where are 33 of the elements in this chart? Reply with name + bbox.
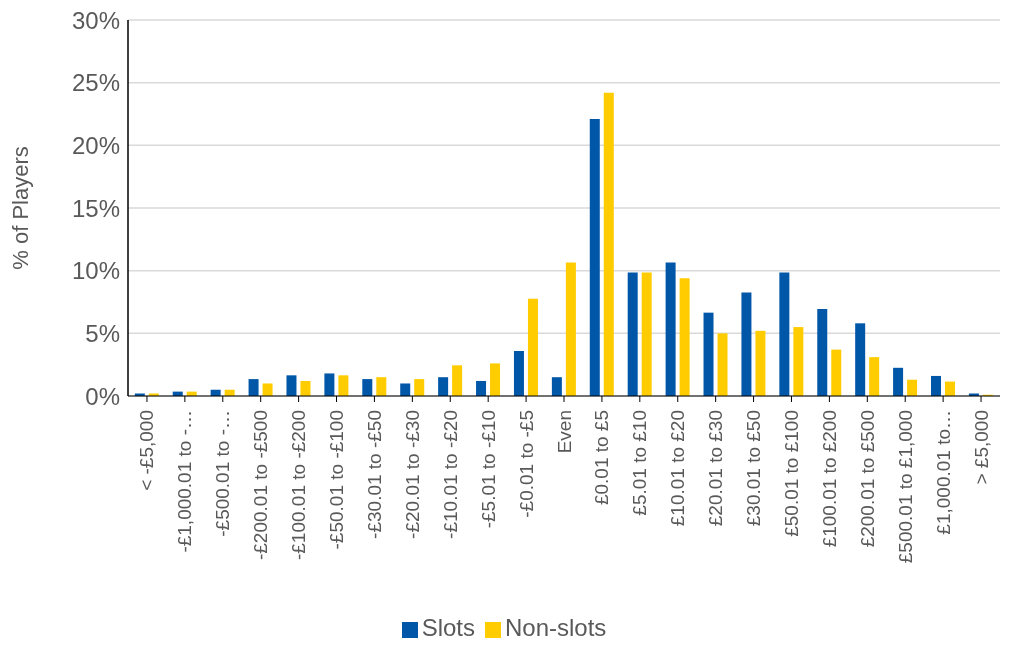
x-tick-label: -£10.01 to -£20 — [439, 410, 461, 539]
y-axis-title: % of Players — [7, 146, 33, 270]
x-tick-label: £200.01 to £500 — [856, 410, 878, 548]
x-tick-label: £5.01 to £10 — [629, 410, 651, 516]
x-tick-label: -£30.01 to -£50 — [363, 410, 385, 539]
x-tick-label: -£100.01 to -£200 — [288, 410, 310, 561]
x-tick-label: £20.01 to £30 — [705, 410, 727, 527]
x-tick-label: > £5,000 — [970, 410, 992, 485]
y-tick-label: 15% — [71, 194, 120, 222]
x-tick-label: £1,000.01 to… — [932, 410, 954, 535]
y-tick-label: 0% — [85, 382, 120, 410]
x-tick-label: -£0.01 to -£5 — [515, 410, 537, 518]
y-tick-label: 10% — [71, 257, 120, 285]
x-tick-label: -£20.01 to -£30 — [401, 410, 423, 539]
x-tick-label: -£5.01 to -£10 — [477, 410, 499, 529]
y-tick-label: 25% — [71, 69, 120, 97]
x-tick-label: £100.01 to £200 — [818, 410, 840, 548]
x-tick-label: Even — [553, 410, 575, 454]
y-tick-label: 5% — [85, 319, 120, 347]
x-tick-label: £0.01 to £5 — [591, 410, 613, 506]
x-tick-label: £500.01 to £1,000 — [894, 410, 916, 564]
legend-label: Non-slots — [504, 614, 607, 641]
x-tick-label: < -£5,000 — [136, 410, 158, 491]
x-tick-label: £30.01 to £50 — [743, 410, 765, 527]
x-tick-label: -£1,000.01 to -… — [174, 410, 196, 553]
x-tick-label: -£200.01 to -£500 — [250, 410, 272, 561]
x-tick-label: £10.01 to £20 — [667, 410, 689, 527]
x-tick-label: £50.01 to £100 — [780, 410, 802, 537]
y-tick-label: 30% — [71, 6, 120, 34]
y-tick-label: 20% — [71, 131, 120, 159]
legend-label: Slots — [421, 614, 475, 641]
x-tick-label: -£50.01 to -£100 — [326, 410, 348, 550]
x-tick-label: -£500.01 to -… — [212, 410, 234, 537]
